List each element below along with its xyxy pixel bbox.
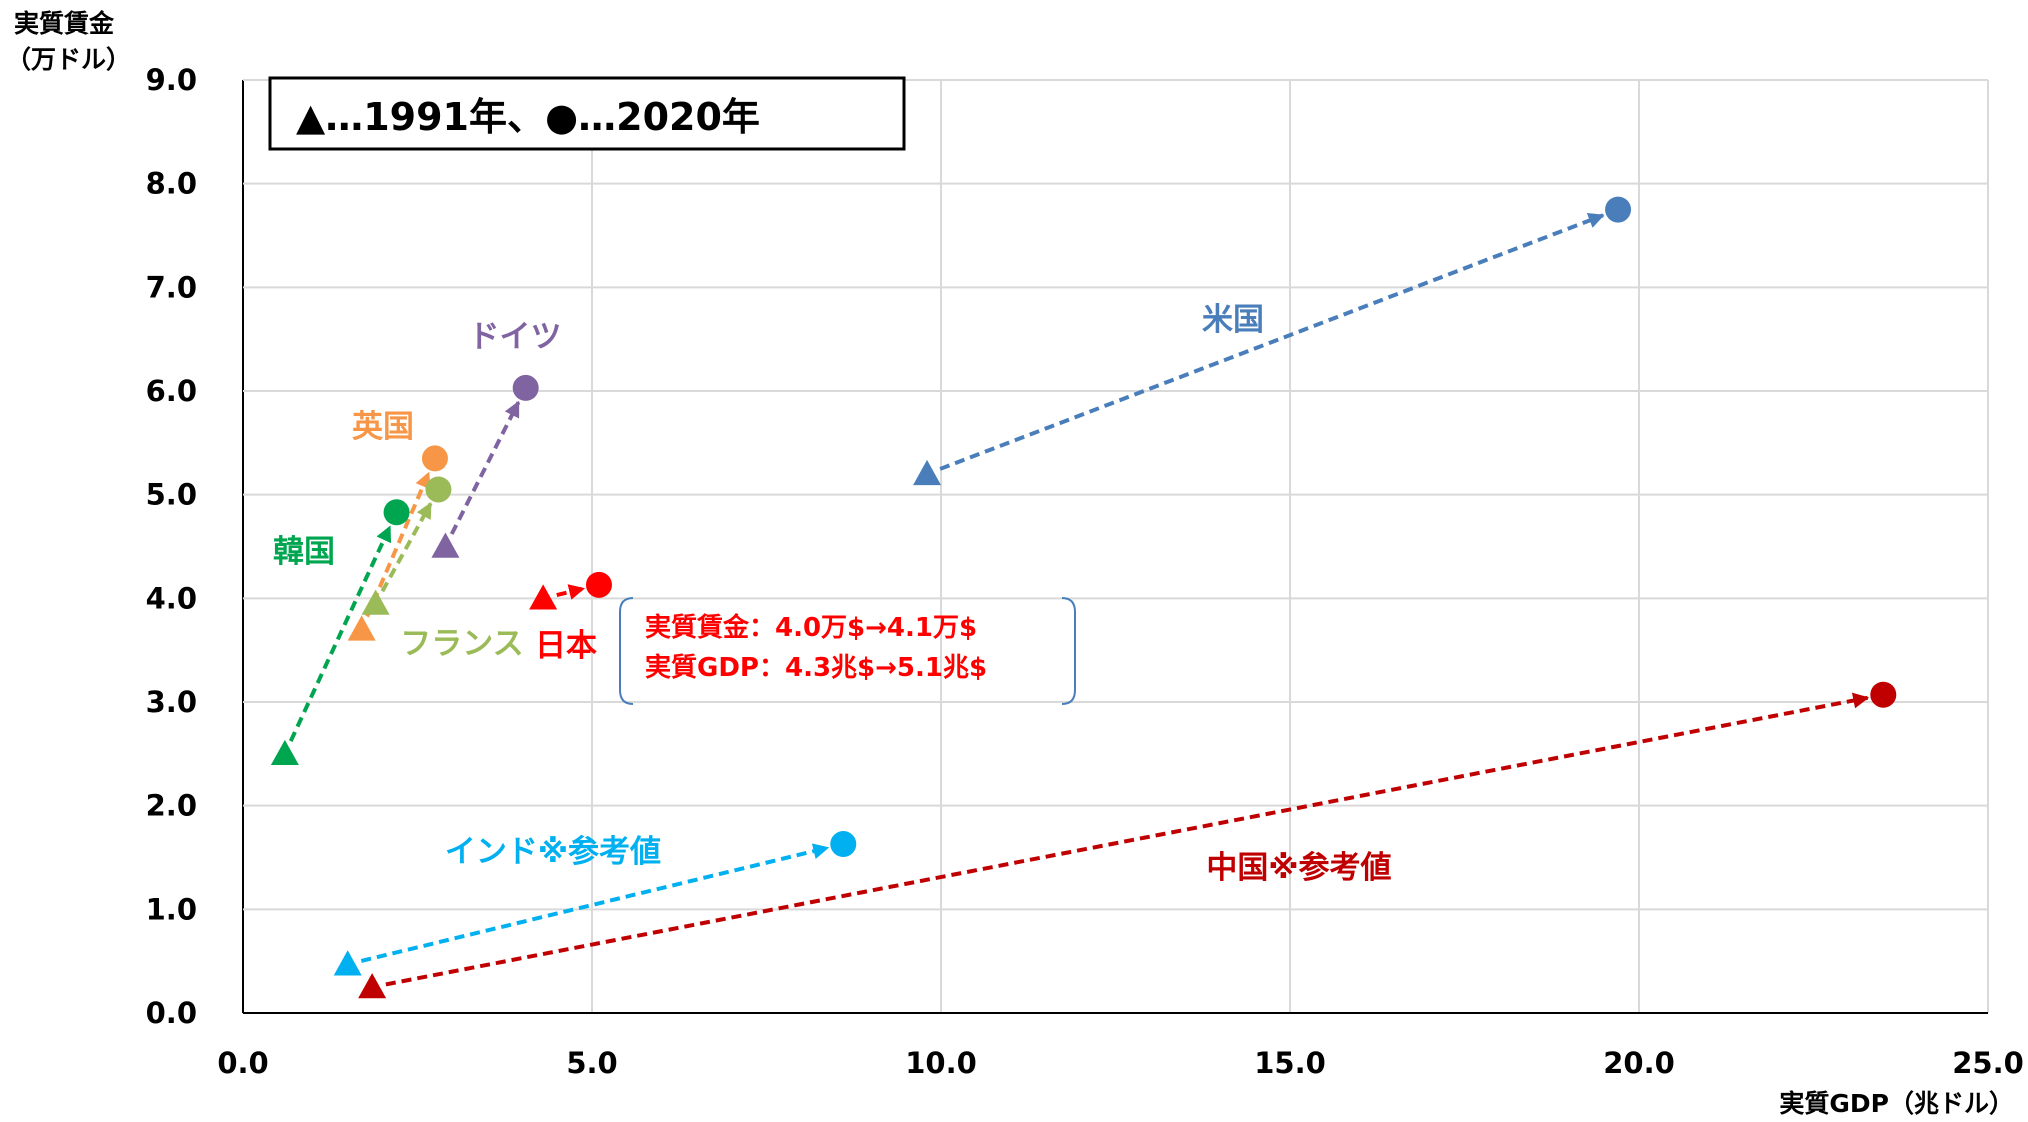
y-axis-title-line1: 実質賃金: [14, 9, 115, 38]
marker-1991: [333, 950, 362, 976]
arrow-line: [556, 584, 585, 600]
y-tick-label: 3.0: [146, 685, 197, 719]
y-tick-label: 7.0: [146, 270, 197, 304]
y-tick-label: 9.0: [146, 63, 197, 97]
legend: ▲…1991年、●…2020年: [268, 76, 906, 151]
y-tick-label: 2.0: [146, 789, 197, 823]
x-axis-title: 実質GDP（兆ドル）: [1779, 1089, 2014, 1118]
series-label: ドイツ: [469, 319, 562, 355]
arrow-line: [380, 502, 433, 593]
y-tick-label: 6.0: [146, 374, 197, 408]
marker-1991: [358, 973, 387, 999]
x-tick-label: 0.0: [217, 1046, 268, 1080]
marker-1991: [270, 739, 299, 766]
marker-1991: [529, 584, 558, 610]
arrow-line: [449, 400, 521, 535]
marker-2020: [421, 445, 448, 472]
marker-2020: [1870, 681, 1897, 708]
grid: [242, 79, 1989, 1014]
y-tick-label: 0.0: [146, 996, 197, 1030]
y-tick-label: 1.0: [146, 892, 197, 926]
y-axis-title-line2: （万ドル）: [6, 45, 131, 74]
series-label: インド※参考値: [445, 834, 661, 870]
legend-text: ▲…1991年、●…2020年: [296, 95, 760, 139]
y-tick-label: 8.0: [146, 167, 197, 201]
marker-1991: [361, 589, 390, 615]
series-label: 中国※参考値: [1206, 850, 1391, 886]
callout-line-1: 実質賃金：4.0万$→4.1万$: [645, 612, 977, 643]
series-label: 米国: [1202, 302, 1264, 338]
x-tick-label: 15.0: [1254, 1046, 1326, 1080]
callout-line-2: 実質GDP：4.3兆$→5.1兆$: [645, 652, 987, 683]
legend-box: [268, 76, 906, 151]
arrow-line: [288, 525, 392, 742]
series-label: 英国: [352, 409, 414, 445]
x-tick-label: 10.0: [905, 1046, 977, 1080]
marker-1991: [913, 459, 942, 486]
y-tick-label: 5.0: [146, 478, 197, 512]
series-label: 韓国: [273, 534, 335, 570]
marker-2020: [383, 499, 410, 526]
x-tick-label: 20.0: [1603, 1046, 1675, 1080]
japan-callout: 実質賃金：4.0万$→4.1万$ 実質GDP：4.3兆$→5.1兆$: [619, 597, 1076, 705]
marker-2020: [512, 374, 539, 401]
marker-1991: [347, 615, 376, 641]
arrow-line: [365, 471, 431, 618]
marker-2020: [830, 831, 857, 858]
callout-bracket-right: [1061, 597, 1076, 705]
x-tick-label: 5.0: [566, 1046, 617, 1080]
marker-2020: [585, 571, 612, 598]
arrow-line: [385, 692, 1870, 987]
tick-labels: 0.0 5.0 10.0 15.0 20.0 25.0 0.0 1.0 2.0 3.0 4.0 5.0…: [146, 63, 2024, 1080]
series-label: 日本: [535, 628, 597, 664]
y-tick-label: 4.0: [146, 581, 197, 615]
callout-bracket-left: [619, 597, 634, 705]
marker-2020: [425, 476, 452, 503]
x-tick-label: 25.0: [1952, 1046, 2024, 1080]
series-label: フランス: [400, 626, 523, 662]
marker-1991: [431, 532, 460, 558]
marker-2020: [1605, 196, 1632, 223]
arrow-line: [939, 212, 1605, 471]
